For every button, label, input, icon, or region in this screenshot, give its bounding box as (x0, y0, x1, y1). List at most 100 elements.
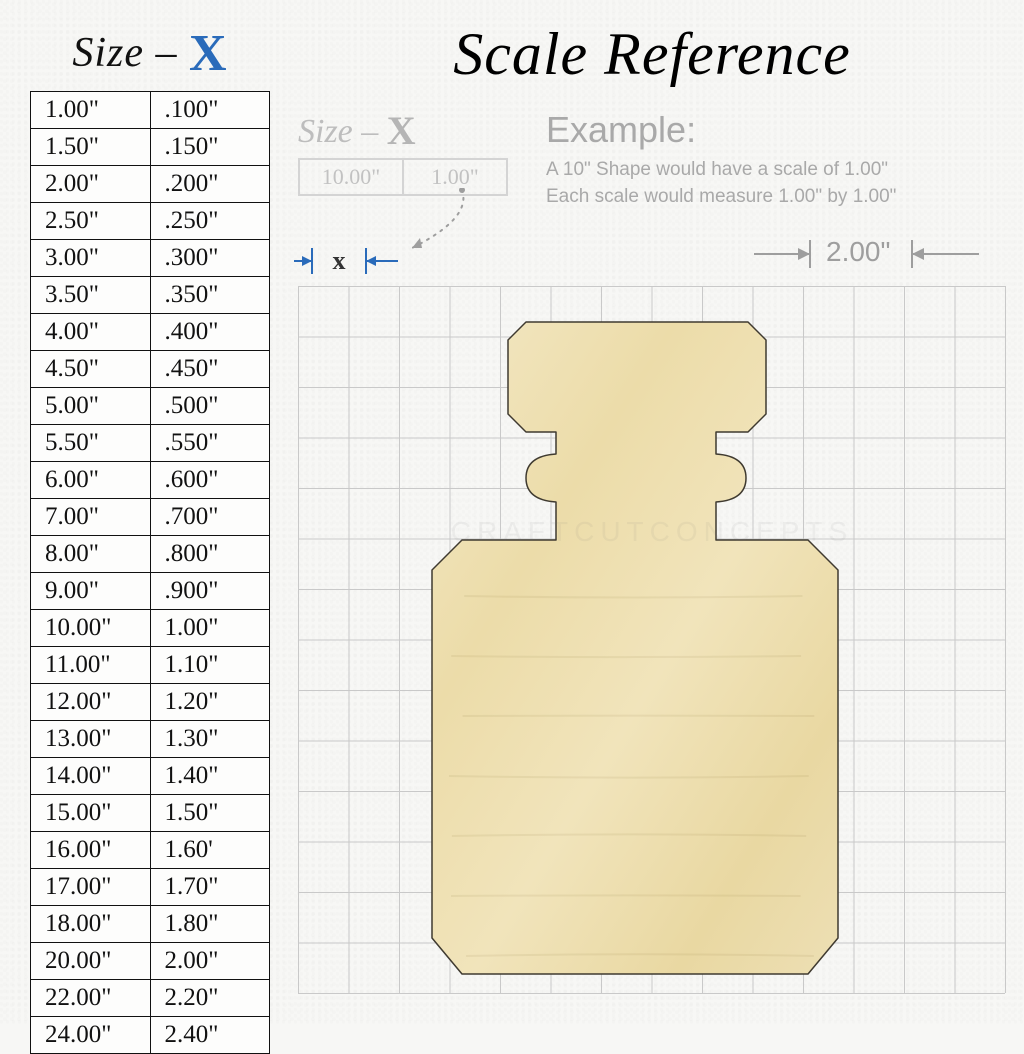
example-line-2: Each scale would measure 1.00" by 1.00" (546, 184, 1006, 211)
table-cell: 16.00" (31, 832, 151, 869)
table-row: 17.00"1.70" (31, 869, 270, 906)
table-row: 8.00".800" (31, 536, 270, 573)
grid-area: CRAFTCUTCONCEPTS (298, 286, 1006, 994)
legend-left: Size – X 10.00" 1.00" (298, 107, 518, 196)
table-row: 3.50".350" (31, 277, 270, 314)
table-cell: 14.00" (31, 758, 151, 795)
table-cell: 2.50" (31, 203, 151, 240)
table-cell: 1.60' (150, 832, 270, 869)
table-cell: .450" (150, 351, 270, 388)
table-cell: .200" (150, 166, 270, 203)
table-cell: .800" (150, 536, 270, 573)
size-header-prefix: Size – (72, 30, 177, 76)
example-line-1: A 10" Shape would have a scale of 1.00" (546, 157, 1006, 184)
scale-grid (298, 286, 1006, 994)
table-cell: 1.50" (150, 795, 270, 832)
table-cell: 20.00" (31, 943, 151, 980)
table-row: 12.00"1.20" (31, 684, 270, 721)
table-cell: 1.10" (150, 647, 270, 684)
table-cell: 6.00" (31, 462, 151, 499)
table-cell: 1.40" (150, 758, 270, 795)
size-header-x: X (189, 25, 228, 82)
page-title: Scale Reference (298, 20, 1006, 89)
table-row: 2.50".250" (31, 203, 270, 240)
table-row: 3.00".300" (31, 240, 270, 277)
table-cell: 1.70" (150, 869, 270, 906)
table-cell: 4.50" (31, 351, 151, 388)
table-row: 5.00".500" (31, 388, 270, 425)
table-cell: 9.00" (31, 573, 151, 610)
table-cell: 17.00" (31, 869, 151, 906)
table-cell: .250" (150, 203, 270, 240)
legend-size-x: X (387, 108, 416, 153)
perfume-bottle-shape (432, 322, 838, 974)
table-row: 5.50".550" (31, 425, 270, 462)
table-cell: 4.00" (31, 314, 151, 351)
table-cell: 1.80" (150, 906, 270, 943)
legend-mini-cell-1: 10.00" (300, 160, 404, 194)
table-cell: .150" (150, 129, 270, 166)
table-cell: 2.00" (150, 943, 270, 980)
table-cell: .500" (150, 388, 270, 425)
table-cell: .350" (150, 277, 270, 314)
table-row: 20.00"2.00" (31, 943, 270, 980)
table-row: 1.00".100" (31, 92, 270, 129)
table-row: 4.00".400" (31, 314, 270, 351)
table-cell: 3.00" (31, 240, 151, 277)
table-cell: 2.40" (150, 1017, 270, 1054)
table-row: 14.00"1.40" (31, 758, 270, 795)
dimension-2in-label: 2.00" (826, 236, 890, 268)
example-title: Example: (546, 109, 1006, 151)
table-cell: 8.00" (31, 536, 151, 573)
size-table-section: Size – X 1.00".100"1.50".150"2.00".200"2… (30, 18, 270, 1006)
table-row: 1.50".150" (31, 129, 270, 166)
page-root: Size – X 1.00".100"1.50".150"2.00".200"2… (0, 0, 1024, 1024)
table-cell: 13.00" (31, 721, 151, 758)
size-table: 1.00".100"1.50".150"2.00".200"2.50".250"… (30, 91, 270, 1054)
table-cell: .100" (150, 92, 270, 129)
table-cell: 11.00" (31, 647, 151, 684)
table-row: 24.00"2.40" (31, 1017, 270, 1054)
table-cell: 15.00" (31, 795, 151, 832)
legend-size-header: Size – X (298, 107, 518, 154)
table-cell: .550" (150, 425, 270, 462)
table-cell: 10.00" (31, 610, 151, 647)
table-cell: 7.00" (31, 499, 151, 536)
table-cell: .600" (150, 462, 270, 499)
table-cell: 24.00" (31, 1017, 151, 1054)
table-cell: .900" (150, 573, 270, 610)
table-row: 10.00"1.00" (31, 610, 270, 647)
table-row: 18.00"1.80" (31, 906, 270, 943)
table-cell: 5.50" (31, 425, 151, 462)
table-cell: 2.00" (31, 166, 151, 203)
table-cell: 22.00" (31, 980, 151, 1017)
table-cell: 1.00" (150, 610, 270, 647)
table-cell: 12.00" (31, 684, 151, 721)
table-row: 15.00"1.50" (31, 795, 270, 832)
dotted-connector (402, 188, 522, 258)
size-table-header: Size – X (30, 24, 270, 83)
table-row: 11.00"1.10" (31, 647, 270, 684)
table-row: 7.00".700" (31, 499, 270, 536)
table-row: 22.00"2.20" (31, 980, 270, 1017)
table-cell: .700" (150, 499, 270, 536)
x-indicator-label: x (333, 246, 346, 275)
table-cell: 3.50" (31, 277, 151, 314)
table-row: 2.00".200" (31, 166, 270, 203)
table-cell: 1.00" (31, 92, 151, 129)
table-row: 16.00"1.60' (31, 832, 270, 869)
table-row: 9.00".900" (31, 573, 270, 610)
x-indicator-icon: x (294, 234, 414, 284)
legend-size-prefix: Size – (298, 113, 378, 150)
table-row: 13.00"1.30" (31, 721, 270, 758)
table-cell: .400" (150, 314, 270, 351)
table-cell: 5.00" (31, 388, 151, 425)
table-cell: 2.20" (150, 980, 270, 1017)
table-cell: 1.20" (150, 684, 270, 721)
table-cell: 1.50" (31, 129, 151, 166)
example-block: Example: A 10" Shape would have a scale … (546, 107, 1006, 210)
table-cell: 1.30" (150, 721, 270, 758)
dimension-2in: 2.00" (754, 232, 994, 276)
right-panel: Scale Reference Size – X 10.00" 1.00" Ex… (298, 18, 1006, 1006)
table-row: 4.50".450" (31, 351, 270, 388)
